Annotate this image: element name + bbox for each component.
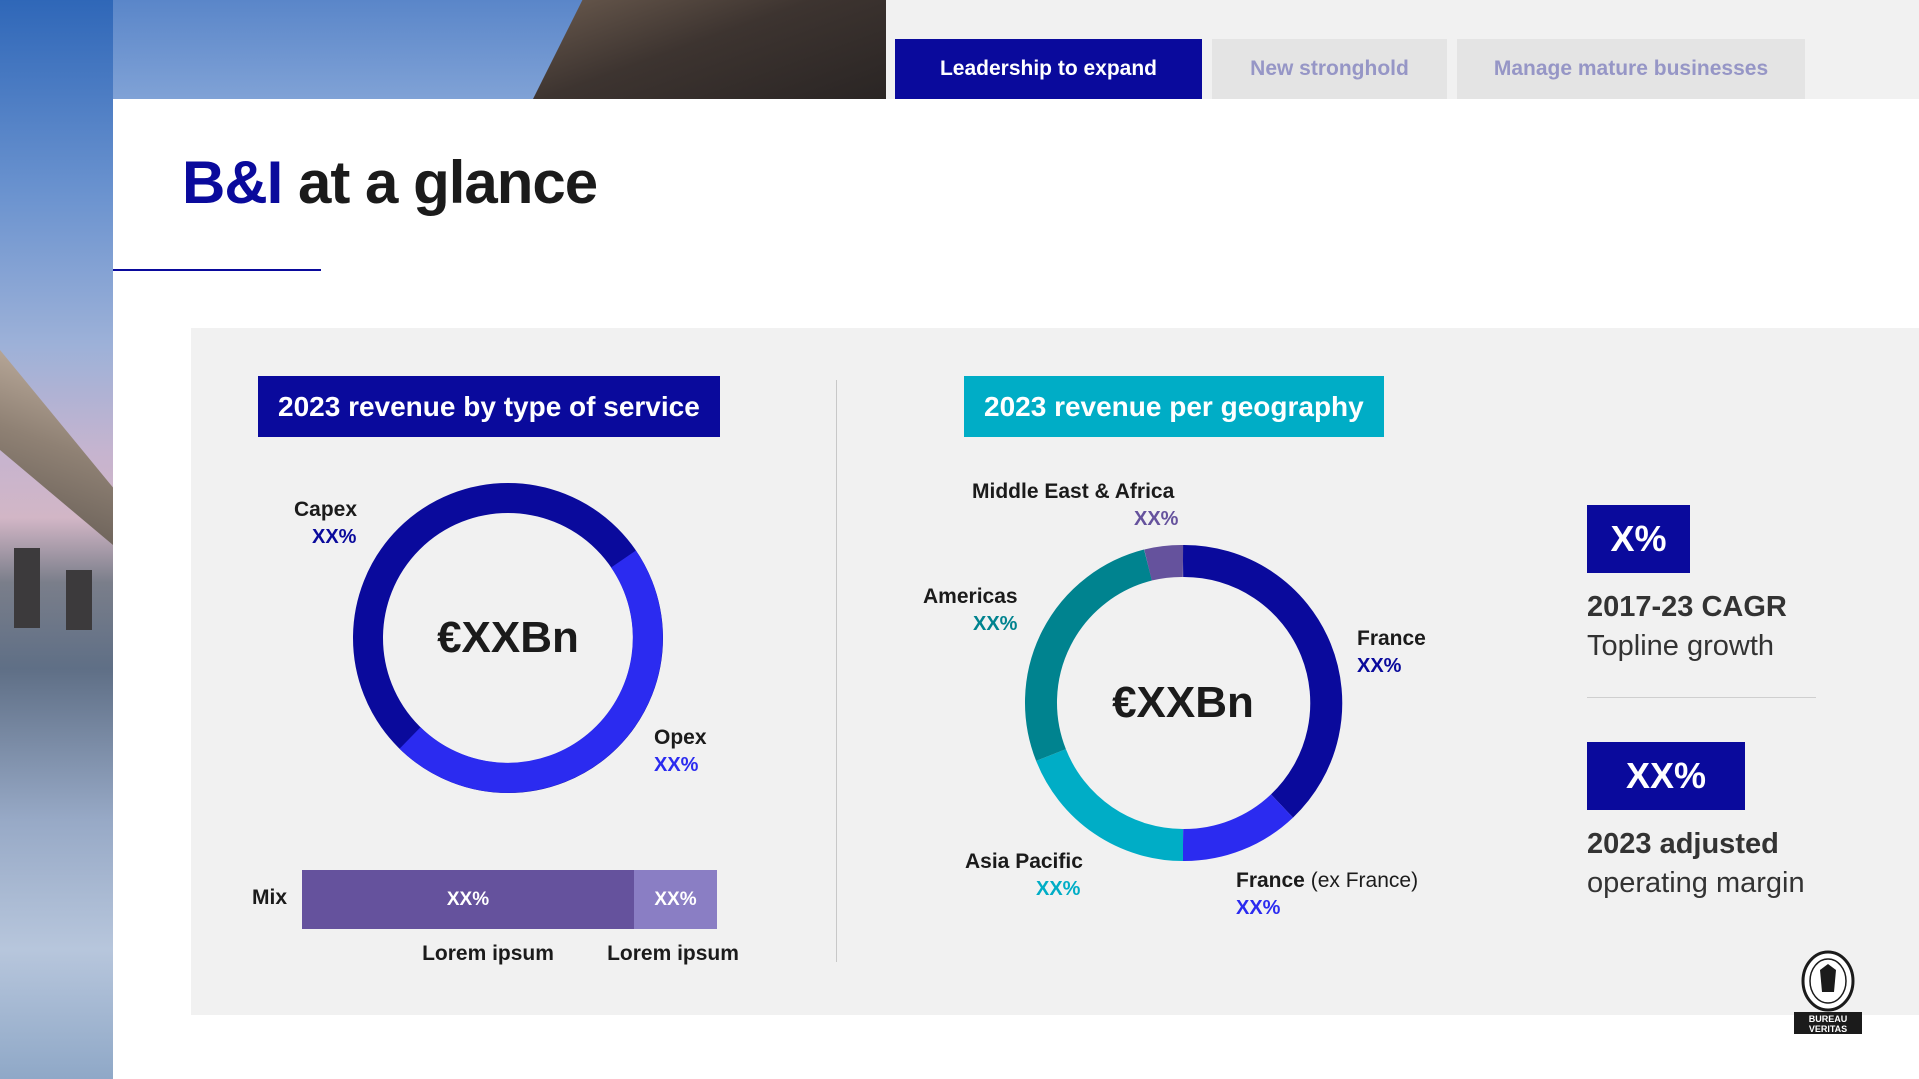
americas-label: Americas bbox=[923, 585, 1018, 608]
opex-value: XX% bbox=[654, 754, 699, 776]
bridge-pillar bbox=[66, 570, 92, 630]
asia-pacific-label: Asia Pacific bbox=[965, 850, 1083, 873]
tab-leadership-to-expand[interactable]: Leadership to expand bbox=[895, 39, 1202, 99]
geography-total-value: €XXBn bbox=[1112, 678, 1254, 727]
title-rest: at a glance bbox=[282, 149, 598, 216]
france-value: XX% bbox=[1357, 655, 1402, 677]
kpi-divider bbox=[1587, 697, 1816, 698]
france-label: France bbox=[1357, 627, 1426, 650]
background-photo-top bbox=[113, 0, 886, 99]
capex-label: Capex bbox=[294, 498, 358, 521]
france-ex-label: France (ex France) bbox=[1236, 869, 1418, 892]
mix-label: Mix bbox=[252, 886, 288, 909]
americas-value: XX% bbox=[973, 613, 1018, 635]
logo-line2: VERITAS bbox=[1809, 1024, 1847, 1034]
background-photo-left bbox=[0, 0, 113, 1079]
opex-label: Opex bbox=[654, 726, 707, 749]
bureau-veritas-seal-icon: BUREAU VERITAS bbox=[1794, 950, 1862, 1034]
france-ex-label-main: France bbox=[1236, 869, 1305, 892]
bridge-deck-image bbox=[533, 0, 886, 99]
asia-pacific-value: XX% bbox=[1036, 878, 1081, 900]
kpi-cagr-subtitle: Topline growth bbox=[1587, 630, 1774, 662]
kpi-margin-subtitle: operating margin bbox=[1587, 867, 1805, 899]
kpi-cagr-title: 2017-23 CAGR bbox=[1587, 591, 1787, 623]
service-total-value: €XXBn bbox=[437, 613, 579, 662]
mea-value: XX% bbox=[1134, 508, 1179, 530]
france-ex-label-suffix: (ex France) bbox=[1304, 869, 1419, 892]
title-underline bbox=[113, 269, 321, 271]
kpi-cagr-value: X% bbox=[1587, 505, 1690, 573]
tab-manage-mature-businesses[interactable]: Manage mature businesses bbox=[1457, 39, 1805, 99]
bridge-pillar bbox=[14, 548, 40, 628]
geography-revenue-heading: 2023 revenue per geography bbox=[964, 376, 1384, 437]
mix-caption-1: Lorem ipsum bbox=[422, 942, 554, 965]
mix-segment-2: XX% bbox=[634, 870, 717, 929]
mea-label: Middle East & Africa bbox=[972, 480, 1175, 503]
service-revenue-heading: 2023 revenue by type of service bbox=[258, 376, 720, 437]
mix-caption-2: Lorem ipsum bbox=[607, 942, 739, 965]
capex-value: XX% bbox=[312, 526, 357, 548]
mix-segment-1: XX% bbox=[302, 870, 634, 929]
tab-new-stronghold[interactable]: New stronghold bbox=[1212, 39, 1447, 99]
bureau-veritas-logo: BUREAU VERITAS bbox=[1792, 948, 1864, 1035]
logo-line1: BUREAU bbox=[1809, 1014, 1848, 1024]
title-accent: B&I bbox=[182, 149, 283, 216]
page-title: B&I at a glance bbox=[182, 148, 598, 217]
kpi-margin-title: 2023 adjusted bbox=[1587, 828, 1779, 860]
section-divider bbox=[836, 380, 837, 962]
kpi-margin-value: XX% bbox=[1587, 742, 1745, 810]
france-ex-value: XX% bbox=[1236, 897, 1281, 919]
